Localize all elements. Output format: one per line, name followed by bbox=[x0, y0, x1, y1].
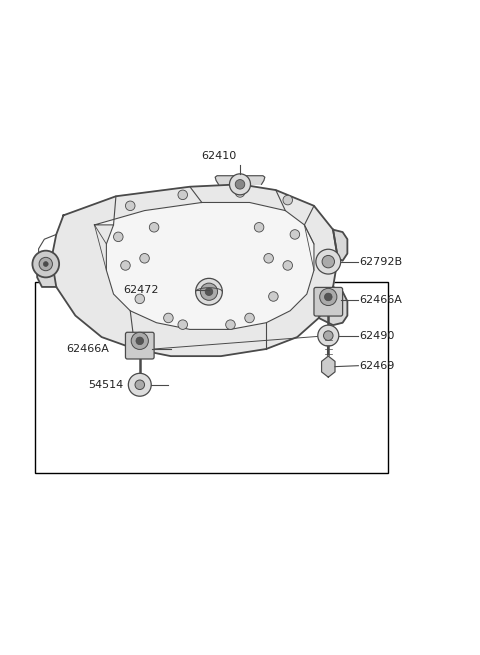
Circle shape bbox=[164, 313, 173, 323]
Circle shape bbox=[120, 261, 130, 271]
Polygon shape bbox=[322, 356, 335, 377]
Circle shape bbox=[39, 257, 52, 271]
Text: 62490: 62490 bbox=[360, 331, 395, 341]
Circle shape bbox=[324, 293, 332, 301]
Circle shape bbox=[283, 195, 292, 205]
Polygon shape bbox=[51, 184, 338, 356]
Circle shape bbox=[200, 283, 217, 300]
Circle shape bbox=[318, 325, 339, 346]
Text: 62466A: 62466A bbox=[360, 295, 402, 305]
Circle shape bbox=[140, 253, 149, 263]
Circle shape bbox=[149, 223, 159, 232]
Polygon shape bbox=[319, 287, 348, 325]
Circle shape bbox=[264, 253, 274, 263]
Circle shape bbox=[320, 288, 337, 305]
Polygon shape bbox=[37, 258, 56, 287]
Circle shape bbox=[322, 255, 335, 268]
Text: 54514: 54514 bbox=[88, 380, 123, 390]
Circle shape bbox=[178, 320, 188, 329]
Text: 62792B: 62792B bbox=[360, 257, 402, 267]
FancyBboxPatch shape bbox=[125, 332, 154, 359]
Circle shape bbox=[254, 223, 264, 232]
Polygon shape bbox=[95, 202, 314, 329]
Text: 62469: 62469 bbox=[360, 361, 395, 371]
Circle shape bbox=[125, 201, 135, 210]
Circle shape bbox=[290, 230, 300, 239]
Polygon shape bbox=[215, 176, 265, 184]
Polygon shape bbox=[333, 230, 348, 261]
FancyBboxPatch shape bbox=[314, 288, 343, 316]
Text: 62466A: 62466A bbox=[66, 344, 109, 354]
Circle shape bbox=[135, 380, 144, 390]
Circle shape bbox=[235, 179, 245, 189]
Circle shape bbox=[196, 278, 222, 305]
Circle shape bbox=[283, 261, 292, 271]
Circle shape bbox=[229, 174, 251, 195]
Text: 62472: 62472 bbox=[123, 286, 159, 295]
Circle shape bbox=[131, 332, 148, 350]
Circle shape bbox=[235, 188, 245, 197]
Circle shape bbox=[43, 261, 48, 267]
Circle shape bbox=[178, 190, 188, 200]
Circle shape bbox=[226, 320, 235, 329]
Circle shape bbox=[324, 331, 333, 341]
Circle shape bbox=[114, 232, 123, 242]
Text: 62410: 62410 bbox=[201, 151, 236, 161]
Circle shape bbox=[33, 251, 59, 277]
Circle shape bbox=[205, 288, 213, 295]
Circle shape bbox=[136, 337, 144, 345]
Circle shape bbox=[135, 294, 144, 304]
Circle shape bbox=[245, 313, 254, 323]
Bar bbox=[35, 282, 388, 473]
Circle shape bbox=[316, 250, 341, 274]
Circle shape bbox=[128, 373, 151, 396]
Circle shape bbox=[269, 291, 278, 301]
